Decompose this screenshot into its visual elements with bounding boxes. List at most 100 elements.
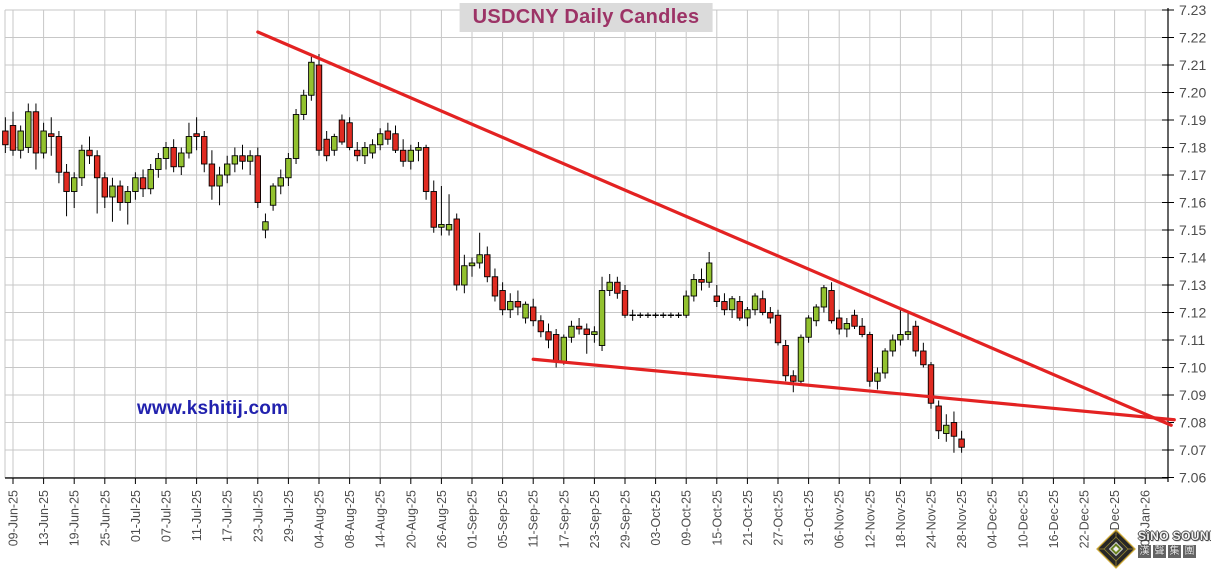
candle bbox=[499, 290, 506, 311]
logo-chinese-char: 聲 bbox=[1153, 545, 1166, 558]
candle bbox=[575, 325, 583, 330]
candle bbox=[277, 177, 284, 187]
x-axis-label: 16-Dec-25 bbox=[1047, 490, 1061, 548]
logo-chinese-char: 漢 bbox=[1138, 545, 1151, 558]
candle bbox=[315, 64, 323, 151]
chart-title: USDCNY Daily Candles bbox=[459, 3, 713, 32]
candle bbox=[484, 254, 491, 278]
x-axis-label: 22-Dec-25 bbox=[1078, 490, 1092, 548]
candle bbox=[904, 331, 912, 335]
x-axis-label: 23-Jul-25 bbox=[251, 490, 265, 542]
candle bbox=[246, 155, 254, 162]
y-axis-label: 7.10 bbox=[1179, 360, 1206, 376]
candle bbox=[468, 262, 476, 267]
x-axis-label: 28-Nov-25 bbox=[955, 490, 969, 548]
candle bbox=[568, 325, 575, 338]
y-axis-label: 7.19 bbox=[1179, 112, 1206, 128]
candle bbox=[950, 422, 958, 437]
x-axis-label: 11-Sep-25 bbox=[527, 490, 541, 547]
x-axis-label: 17-Sep-25 bbox=[557, 490, 571, 548]
candle bbox=[254, 155, 262, 203]
candle bbox=[797, 336, 805, 382]
x-axis-label: 06-Nov-25 bbox=[833, 490, 847, 548]
candle bbox=[231, 155, 239, 165]
x-axis-label: 12-Nov-25 bbox=[863, 490, 877, 548]
candle bbox=[690, 279, 698, 297]
candle bbox=[361, 147, 369, 157]
candle bbox=[384, 130, 392, 140]
candle bbox=[790, 375, 797, 382]
candle bbox=[285, 158, 292, 179]
logo-company-name: SiNO SOUND bbox=[1138, 529, 1211, 543]
candle bbox=[828, 290, 835, 322]
candle bbox=[185, 136, 193, 154]
candle bbox=[208, 163, 216, 187]
logo-chinese-name: 漢聲集團 bbox=[1138, 545, 1211, 558]
y-axis-label: 7.07 bbox=[1179, 442, 1206, 458]
candle bbox=[346, 122, 353, 148]
sino-sound-logo: SiNO SOUND 漢聲集團 bbox=[1096, 529, 1211, 569]
x-axis-label: 26-Aug-25 bbox=[435, 490, 449, 548]
x-axis-label: 01-Jul-25 bbox=[129, 490, 143, 542]
candle bbox=[874, 372, 881, 382]
y-axis-label: 7.15 bbox=[1179, 222, 1206, 238]
y-axis-label: 7.21 bbox=[1179, 57, 1206, 73]
candle bbox=[897, 334, 904, 341]
candle bbox=[17, 130, 24, 151]
candle bbox=[836, 317, 843, 330]
candle bbox=[55, 136, 63, 173]
candle bbox=[759, 298, 766, 313]
x-axis-label: 04-Dec-25 bbox=[986, 490, 1000, 548]
logo-chinese-char: 集 bbox=[1168, 545, 1181, 558]
x-axis-label: 09-Jun-25 bbox=[7, 490, 21, 546]
candle bbox=[621, 290, 629, 316]
candle bbox=[223, 163, 231, 176]
y-axis-label: 7.22 bbox=[1179, 30, 1206, 46]
candle bbox=[430, 191, 437, 228]
x-axis-label: 19-Jun-25 bbox=[68, 490, 82, 546]
x-axis-label: 07-Jul-25 bbox=[160, 490, 174, 542]
candle bbox=[170, 147, 177, 168]
candle bbox=[514, 301, 522, 308]
x-axis-label: 17-Jul-25 bbox=[221, 490, 235, 542]
candle bbox=[728, 298, 736, 311]
candle bbox=[407, 149, 414, 162]
x-axis-label: 04-Aug-25 bbox=[313, 490, 327, 548]
y-axis-label: 7.11 bbox=[1179, 332, 1205, 348]
candle bbox=[889, 339, 896, 352]
candle bbox=[86, 149, 93, 157]
candle bbox=[614, 281, 621, 294]
y-axis-label: 7.09 bbox=[1179, 387, 1206, 403]
candle bbox=[491, 276, 499, 297]
candle bbox=[162, 147, 170, 159]
candle bbox=[591, 331, 598, 335]
candle bbox=[338, 119, 346, 143]
candle bbox=[736, 301, 743, 319]
candle bbox=[147, 169, 154, 190]
candle bbox=[415, 147, 422, 151]
y-axis-label: 7.20 bbox=[1179, 85, 1206, 101]
candle bbox=[851, 314, 858, 327]
upper-resistance-line bbox=[256, 30, 1173, 427]
candle bbox=[193, 133, 200, 137]
candle bbox=[438, 224, 445, 228]
x-axis-label: 01-Jan-26 bbox=[1139, 490, 1153, 546]
candle bbox=[124, 191, 131, 203]
candle bbox=[774, 314, 782, 344]
candle bbox=[323, 138, 330, 157]
candle bbox=[744, 309, 751, 319]
x-axis-label: 08-Aug-25 bbox=[343, 490, 357, 548]
candle bbox=[116, 185, 124, 203]
y-axis-label: 7.13 bbox=[1179, 277, 1206, 293]
candle bbox=[843, 323, 851, 330]
y-axis-label: 7.18 bbox=[1179, 140, 1206, 156]
candle bbox=[943, 424, 950, 434]
candle bbox=[545, 331, 552, 341]
candle bbox=[920, 350, 927, 366]
candle bbox=[560, 336, 567, 363]
candle bbox=[705, 262, 713, 283]
candle bbox=[70, 177, 78, 192]
candle bbox=[331, 136, 338, 151]
